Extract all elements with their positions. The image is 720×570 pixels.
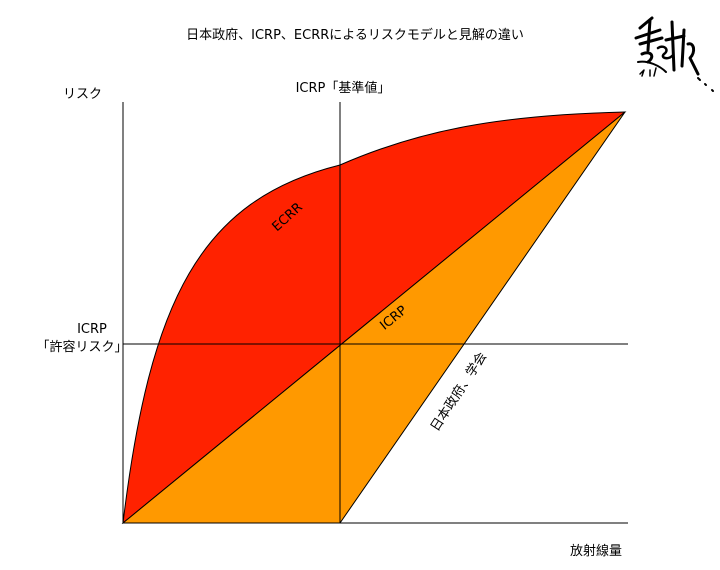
x-axis-label: 放射線量 [570,543,622,559]
risk-reference-label-line1: ICRP [77,322,107,337]
y-axis-label: リスク [63,87,102,102]
signature-logo [634,16,714,92]
risk-reference-label-line2: 「許容リスク」 [36,339,127,355]
dose-reference-label: ICRP「基準値」 [296,80,391,96]
diagram-title: 日本政府、ICRP、ECRRによるリスクモデルと見解の違い [186,27,524,43]
